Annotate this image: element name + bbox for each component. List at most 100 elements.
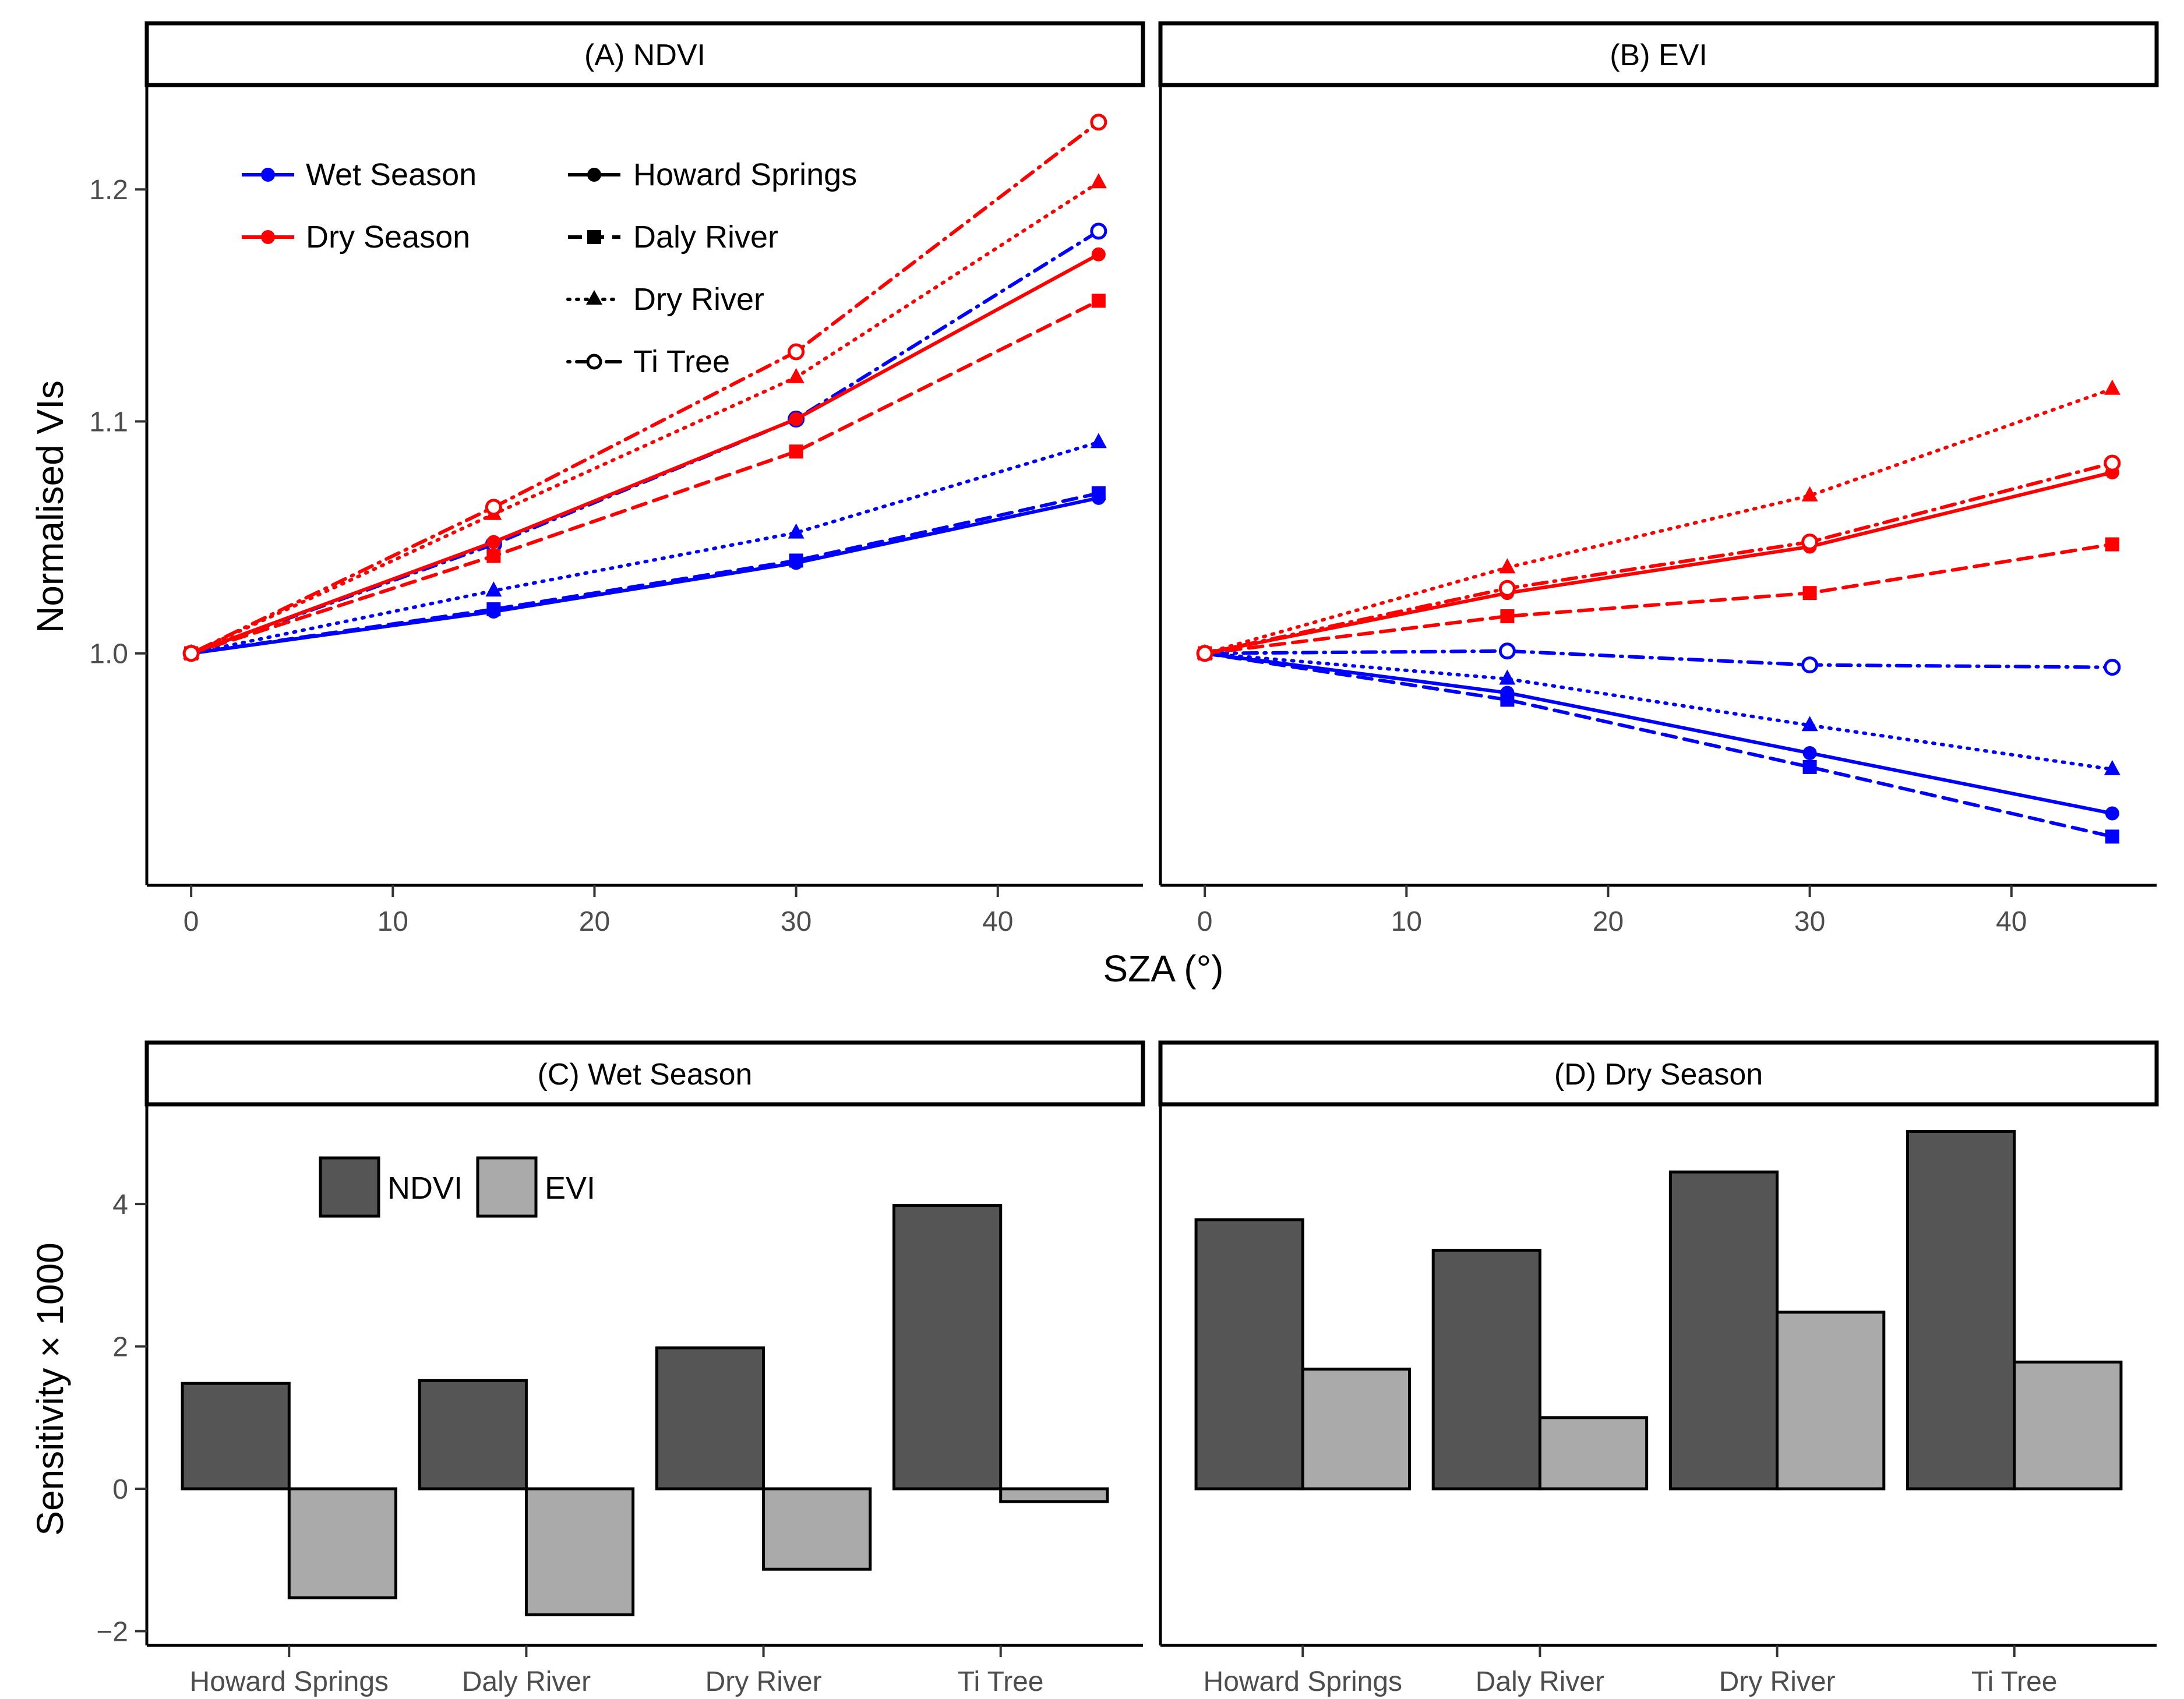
panel-a-point-wet-daly-river xyxy=(1091,486,1106,500)
panel-b-point-wet-dry-river xyxy=(2104,760,2121,775)
panel-a-y-tick-label: 1.2 xyxy=(89,175,128,206)
panel-a-point-wet-dry-river xyxy=(485,581,502,597)
panel-c-category-label-dry-river: Dry River xyxy=(705,1666,822,1697)
panel-b-point-dry-daly-river xyxy=(1802,586,1817,601)
panel-d-category-label-daly-river: Daly River xyxy=(1476,1666,1604,1697)
panel-d-bar-evi-howard-springs xyxy=(1301,1368,1411,1490)
panel-a-point-dry-daly-river xyxy=(1091,294,1106,308)
y-axis-title-top: Normalised VIs xyxy=(29,380,71,633)
legend-titree-marker xyxy=(586,354,602,370)
panel-b-point-wet-dry-river xyxy=(1499,669,1516,685)
panel-b-x-tick-label: 0 xyxy=(1197,906,1213,937)
panel-b-x-tick-label: 20 xyxy=(1593,906,1624,937)
panel-a-point-wet-daly-river xyxy=(789,553,803,568)
legend-evi-label: EVI xyxy=(545,1171,595,1206)
legend-titree-label: Ti Tree xyxy=(633,344,730,379)
panel-b-point-dry-ti-tree xyxy=(2104,454,2121,472)
panel-a-point-dry-howard-springs xyxy=(1091,247,1106,262)
panel-b-point-wet-daly-river xyxy=(2105,829,2119,844)
legend-ndvi-label: NDVI xyxy=(387,1171,463,1206)
panel-b-point-dry-daly-river xyxy=(1500,609,1515,624)
panel-b-point-dry-dry-river xyxy=(1801,486,1818,501)
panel-a-point-dry-dry-river xyxy=(1090,173,1107,189)
x-axis-title: SZA (°) xyxy=(1103,948,1224,990)
panel-a-point-wet-dry-river xyxy=(788,523,805,539)
panel-d-bar-evi-ti-tree xyxy=(2013,1360,2123,1490)
strip-a-title: (A) NDVI xyxy=(584,38,705,72)
strip-d-title: (D) Dry Season xyxy=(1554,1058,1763,1092)
panel-a-point-dry-dry-river xyxy=(788,368,805,383)
panel-c-bar-evi-daly-river xyxy=(524,1487,635,1616)
legend-wet-label: Wet Season xyxy=(306,157,477,192)
panel-c-bar-evi-howard-springs xyxy=(287,1487,397,1599)
panel-a-point-dry-ti-tree xyxy=(788,343,805,361)
panel-b-x-tick-label: 40 xyxy=(1996,906,2027,937)
legend-howard-marker xyxy=(587,168,601,182)
panel-c-category-label-ti-tree: Ti Tree xyxy=(958,1666,1044,1697)
panel-a-point-dry-howard-springs xyxy=(789,412,803,426)
panel-b-point-wet-ti-tree xyxy=(2104,659,2121,676)
panel-c-bar-ndvi-ti-tree xyxy=(892,1204,1003,1490)
panel-d-bar-ndvi-ti-tree xyxy=(1906,1129,2016,1490)
panel-b-line-wet-daly-river xyxy=(1203,651,2114,839)
legend-lines: Wet Season Dry Season Howard Springs Dal… xyxy=(242,157,857,379)
panel-a-point-dry-ti-tree xyxy=(1090,114,1107,131)
panel-d-category-label-ti-tree: Ti Tree xyxy=(1971,1666,2058,1697)
panel-a-line-dry-dry-river xyxy=(189,181,1100,655)
panel-d-bar-ndvi-dry-river xyxy=(1668,1170,1779,1490)
panel-c-y-tick-label: 2 xyxy=(112,1332,128,1363)
panel-d-category-label-dry-river: Dry River xyxy=(1719,1666,1836,1697)
panel-a-point-dry-ti-tree xyxy=(182,645,200,662)
panel-b-line-dry-daly-river xyxy=(1203,542,2114,655)
panel-a-line-wet-howard-springs xyxy=(189,496,1100,655)
legend-dryriver-label: Dry River xyxy=(633,282,764,317)
panel-b-point-wet-ti-tree xyxy=(1498,642,1516,660)
panel-a-line-wet-dry-river xyxy=(189,440,1100,655)
panel-b-point-wet-ti-tree xyxy=(1801,656,1819,674)
panel-a-x-tick-label: 30 xyxy=(781,906,811,937)
panel-a-point-dry-daly-river xyxy=(486,549,501,563)
panel-c-bar-evi-dry-river xyxy=(762,1487,872,1571)
panel-b-point-wet-daly-river xyxy=(1500,693,1515,707)
panel-b-line-wet-dry-river xyxy=(1203,651,2114,771)
panel-d-bar-ndvi-howard-springs xyxy=(1194,1218,1304,1490)
legend-daly-label: Daly River xyxy=(633,220,778,255)
panel-b-line-dry-ti-tree xyxy=(1203,461,2114,655)
panel-b-point-wet-dry-river xyxy=(1801,716,1818,732)
panel-a-x-tick-label: 0 xyxy=(184,906,199,937)
panel-c-bar-ndvi-daly-river xyxy=(418,1379,528,1490)
panel-b-line-dry-howard-springs xyxy=(1203,471,2114,655)
panel-a-point-dry-ti-tree xyxy=(485,499,502,516)
legend-dry-marker xyxy=(261,230,275,244)
strip-a: (A) NDVI xyxy=(144,21,1145,87)
panel-a-x-tick-label: 20 xyxy=(579,906,610,937)
panel-c-y-tick-label: 4 xyxy=(112,1189,128,1220)
panel-a-x-tick-label: 10 xyxy=(377,906,408,937)
panel-b-point-wet-daly-river xyxy=(1802,760,1817,774)
panel-b-point-wet-howard-springs xyxy=(1802,746,1817,760)
legend-howard-label: Howard Springs xyxy=(633,157,857,192)
panel-c-category-label-daly-river: Daly River xyxy=(462,1666,591,1697)
panel-d-category-label-howard-springs: Howard Springs xyxy=(1204,1666,1402,1697)
panel-b-point-dry-dry-river xyxy=(2104,379,2121,395)
legend-dry-label: Dry Season xyxy=(306,220,470,255)
strip-b-title: (B) EVI xyxy=(1610,38,1707,72)
panel-b-point-dry-ti-tree xyxy=(1498,580,1516,597)
panel-a-y-tick-label: 1.0 xyxy=(89,639,128,670)
y-axis-title-bottom: Sensitivity × 1000 xyxy=(29,1242,71,1535)
legend-ndvi-swatch xyxy=(319,1156,380,1218)
panel-c-bar-ndvi-dry-river xyxy=(655,1346,765,1490)
panel-a-point-dry-howard-springs xyxy=(486,535,501,549)
strip-d: (D) Dry Season xyxy=(1158,1040,2159,1107)
strip-c-title: (C) Wet Season xyxy=(538,1058,753,1092)
panel-b-line-wet-ti-tree xyxy=(1203,649,2114,669)
panel-a-x-tick-label: 40 xyxy=(982,906,1013,937)
panel-b-x-tick-label: 30 xyxy=(1794,906,1825,937)
strip-c: (C) Wet Season xyxy=(144,1040,1145,1107)
panel-a-point-dry-daly-river xyxy=(789,444,803,459)
panel-c-bar-evi-ti-tree xyxy=(999,1487,1109,1503)
panel-b-point-wet-howard-springs xyxy=(2105,806,2119,821)
panel-b-line-dry-dry-river xyxy=(1203,387,2114,655)
panel-a-line-wet-daly-river xyxy=(189,491,1100,655)
